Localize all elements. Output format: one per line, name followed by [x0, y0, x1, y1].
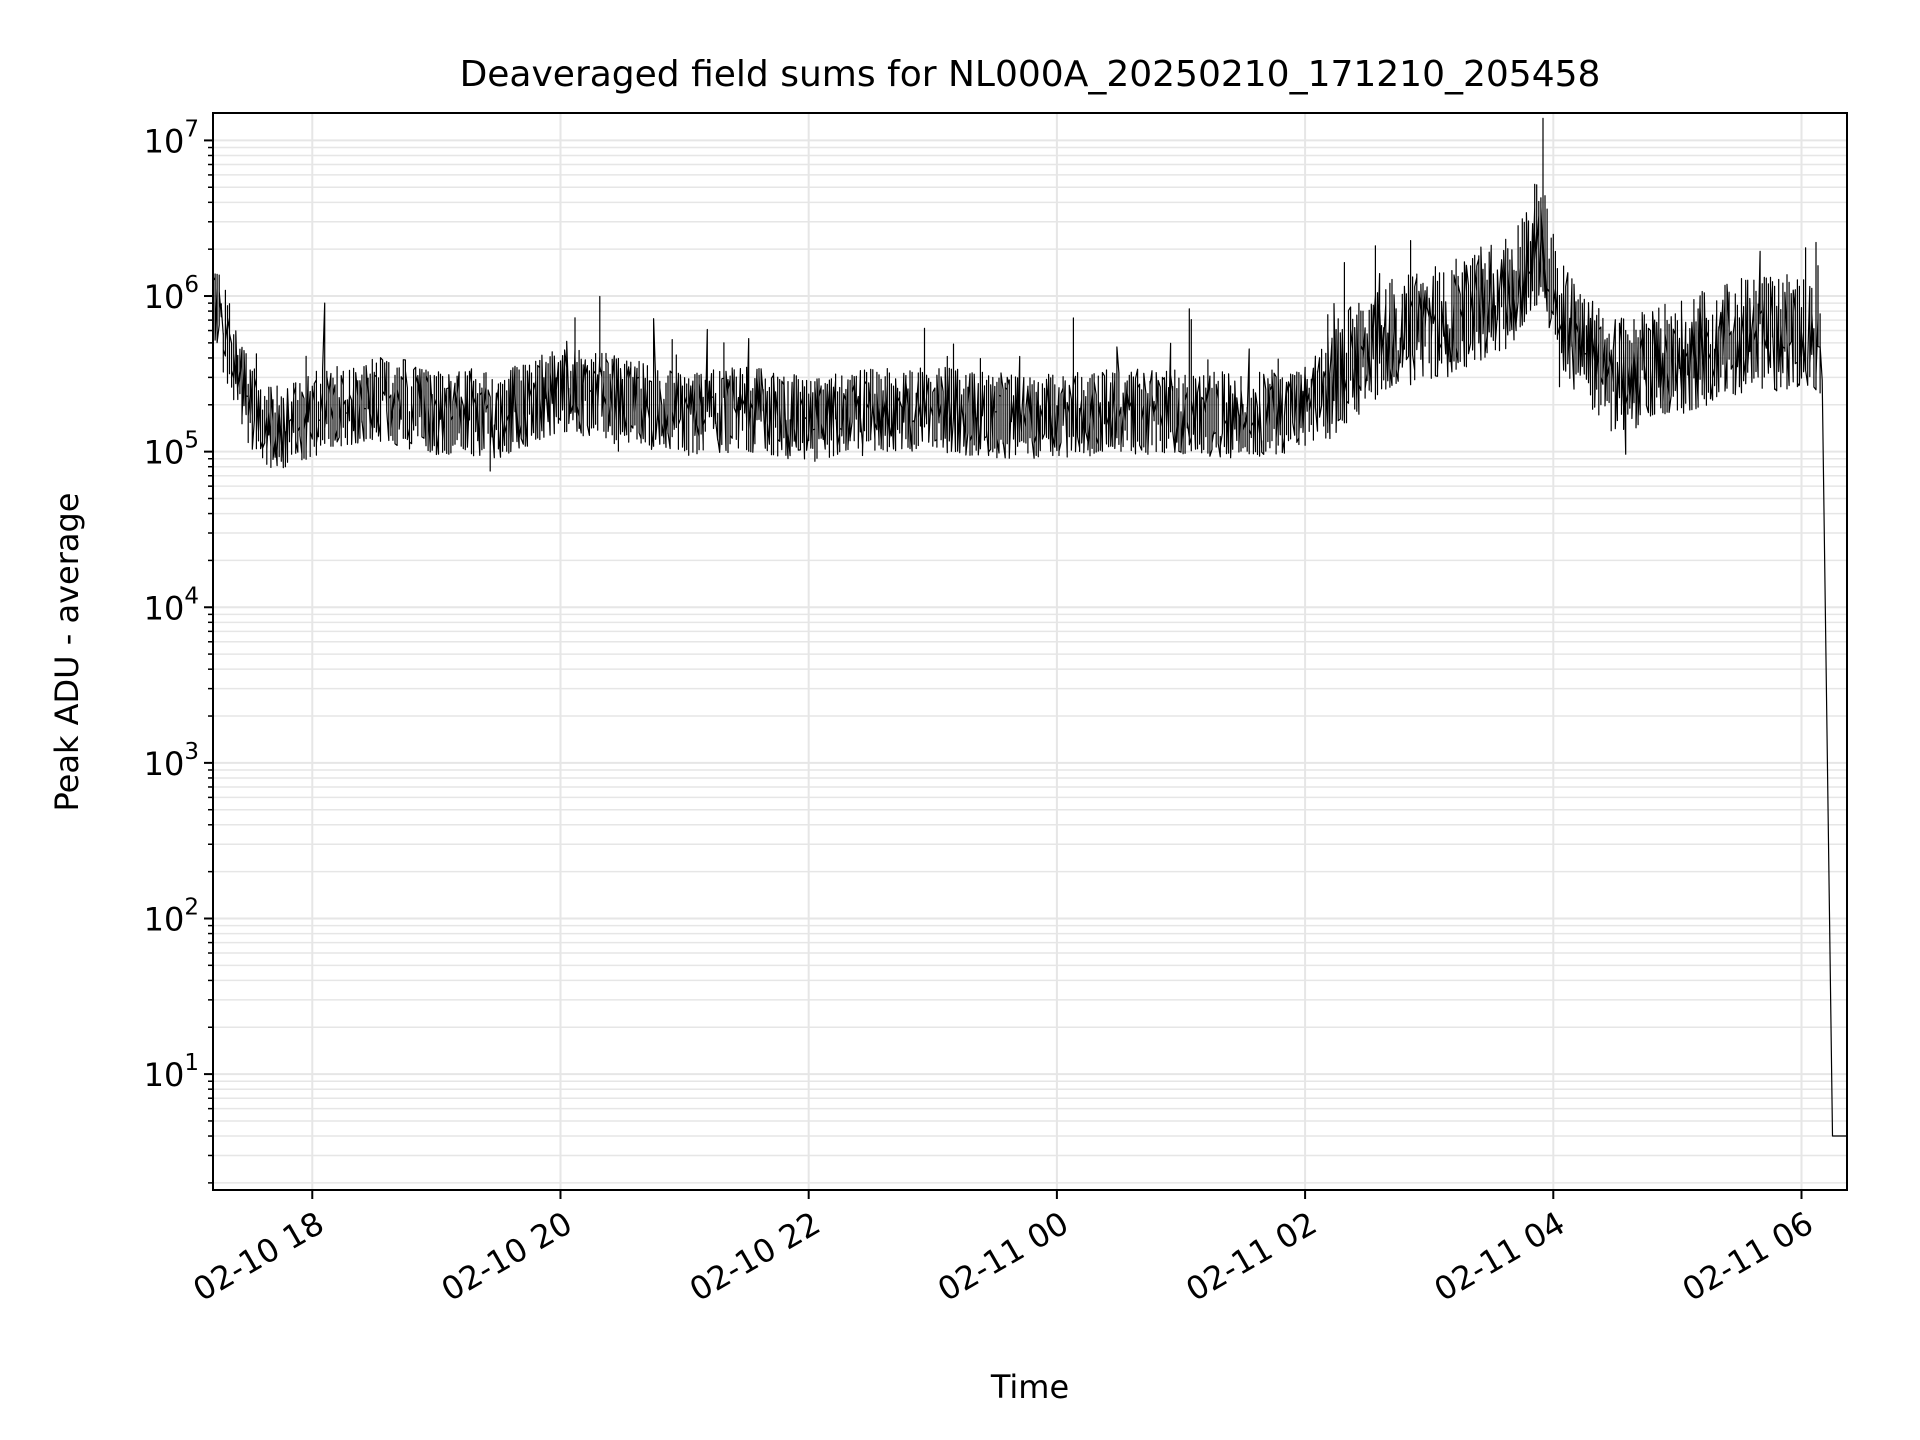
series-line — [212, 117, 1847, 1137]
y-axis-label: Peak ADU - average — [48, 493, 86, 812]
grid-layer — [213, 113, 1847, 1190]
y-tick-label: 106 — [144, 272, 199, 316]
plot-frame — [212, 112, 1848, 1191]
plot-layer — [212, 117, 1847, 1137]
y-tick-label: 102 — [144, 894, 199, 938]
chart-title: Deaveraged field sums for NL000A_2025021… — [460, 54, 1601, 95]
y-tick-label: 107 — [144, 116, 199, 160]
x-axis-label: Time — [990, 1368, 1069, 1406]
y-tick-label: 103 — [144, 739, 199, 783]
y-tick-label: 101 — [144, 1050, 199, 1094]
y-tick-label: 105 — [144, 428, 199, 472]
y-tick-label: 104 — [144, 583, 199, 627]
